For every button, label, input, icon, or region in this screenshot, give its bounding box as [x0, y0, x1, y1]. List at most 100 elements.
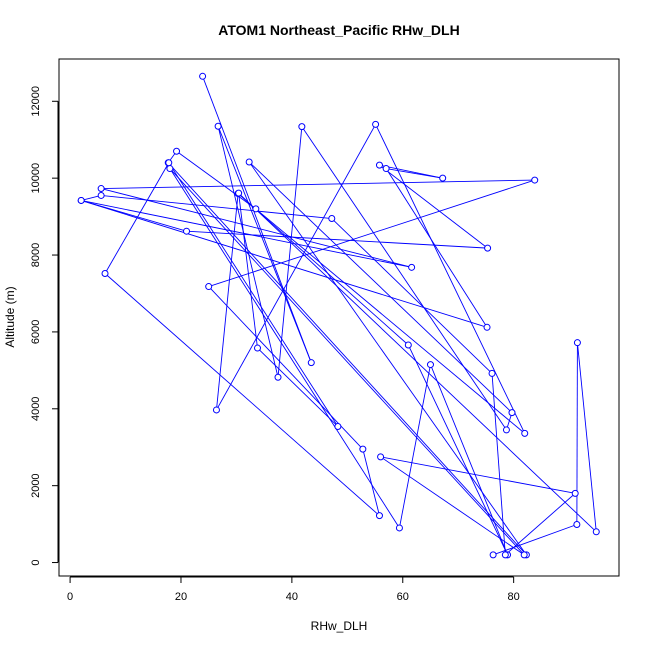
- data-point: [508, 409, 516, 417]
- data-point: [165, 159, 173, 167]
- data-point: [520, 551, 528, 559]
- series-segment: [362, 449, 380, 516]
- series-segment: [81, 200, 412, 268]
- y-axis: 0 2000 4000 6000 8000 10000 12000: [30, 86, 59, 566]
- data-point: [298, 123, 306, 131]
- x-axis: 0 20 40 60 80: [67, 576, 520, 603]
- data-point: [334, 422, 342, 430]
- x-tick-label: 0: [67, 591, 73, 603]
- data-point: [183, 227, 191, 235]
- data-point: [395, 524, 403, 532]
- y-tick-label: 6000: [30, 320, 42, 344]
- data-point: [483, 323, 491, 331]
- series-segment: [301, 126, 507, 431]
- data-point: [592, 528, 600, 536]
- series-segment: [238, 192, 597, 533]
- data-point: [573, 520, 581, 528]
- data-point: [488, 369, 496, 377]
- data-point: [77, 196, 85, 204]
- series-segment: [237, 193, 409, 346]
- series-segment: [216, 193, 239, 410]
- data-point: [307, 359, 315, 367]
- data-point: [359, 445, 367, 453]
- data-point: [253, 344, 261, 352]
- data-point: [571, 489, 579, 497]
- series-segment: [238, 193, 258, 349]
- series-segment: [375, 124, 526, 434]
- x-tick-label: 60: [397, 591, 409, 603]
- y-tick-label: 4000: [30, 397, 42, 421]
- series-segment: [217, 126, 312, 363]
- data-point: [173, 147, 181, 155]
- series-segment: [217, 126, 279, 378]
- data-point: [205, 283, 213, 291]
- series-segment: [379, 164, 488, 249]
- series-segment: [176, 150, 257, 210]
- series-segment: [430, 364, 508, 556]
- series-segment: [168, 162, 339, 427]
- data-point: [328, 215, 336, 223]
- series-segment: [169, 168, 400, 529]
- data-point: [375, 161, 383, 169]
- data-point: [439, 174, 447, 182]
- series-segment: [101, 179, 535, 189]
- series-segment: [407, 344, 508, 556]
- series-segment: [104, 162, 170, 274]
- data-point: [372, 120, 380, 128]
- series-segment: [380, 456, 525, 556]
- data-point: [166, 165, 174, 173]
- series-segment: [491, 373, 506, 555]
- data-point: [199, 72, 207, 80]
- series-segment: [257, 347, 339, 427]
- series-segment: [167, 162, 527, 556]
- data-point: [573, 339, 581, 347]
- series-lines: [81, 76, 597, 556]
- series-segment: [385, 168, 488, 328]
- series-segment: [101, 188, 412, 268]
- data-point: [489, 551, 497, 559]
- series-segment: [255, 208, 526, 434]
- series-segment: [380, 456, 576, 494]
- series-segment: [492, 524, 578, 556]
- series-segment: [386, 168, 443, 179]
- data-point: [97, 185, 105, 193]
- series-segment: [576, 342, 597, 532]
- series-points: [77, 72, 600, 559]
- series-segment: [169, 168, 525, 556]
- data-point: [426, 361, 434, 369]
- series-segment: [202, 76, 312, 363]
- y-tick-label: 2000: [30, 473, 42, 497]
- y-tick-label: 0: [30, 559, 42, 565]
- series-segment: [208, 286, 364, 450]
- series-segment: [81, 200, 488, 328]
- plot-frame: [58, 58, 620, 577]
- y-tick-label: 10000: [30, 163, 42, 194]
- series-segment: [248, 161, 513, 413]
- data-point: [377, 453, 385, 461]
- data-point: [375, 512, 383, 520]
- data-point: [101, 269, 109, 277]
- data-point: [408, 263, 416, 271]
- data-point: [382, 165, 390, 173]
- data-point: [274, 373, 282, 381]
- series-segment: [208, 179, 535, 287]
- series-segment: [331, 218, 493, 374]
- x-axis-label: RHw_DLH: [311, 619, 368, 633]
- data-point: [531, 176, 539, 184]
- data-point: [214, 122, 222, 130]
- series-segment: [505, 493, 576, 556]
- data-point: [235, 189, 243, 197]
- data-point: [521, 429, 529, 437]
- series-segment: [277, 126, 303, 378]
- x-tick-label: 40: [286, 591, 298, 603]
- chart-title: ATOM1 Northeast_Pacific RHw_DLH: [218, 22, 459, 38]
- y-tick-label: 12000: [30, 86, 42, 117]
- data-point: [212, 406, 220, 414]
- series-segment: [398, 364, 431, 529]
- series-segment: [248, 161, 527, 556]
- series-segment: [186, 230, 488, 249]
- series-segment: [104, 273, 380, 516]
- data-point: [502, 426, 510, 434]
- data-point: [404, 341, 412, 349]
